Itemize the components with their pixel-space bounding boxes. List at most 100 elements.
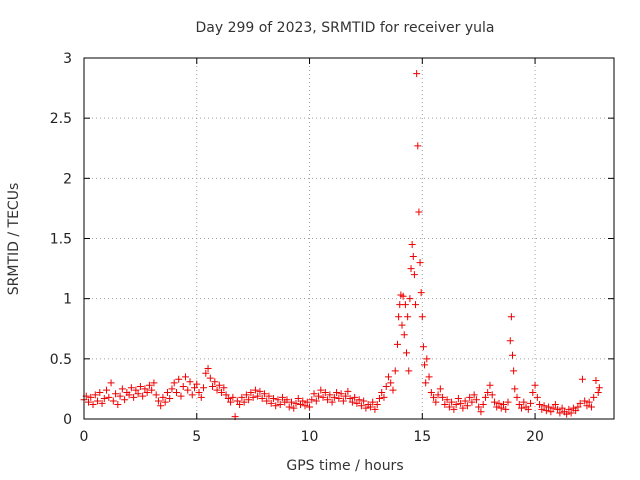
data-point [466, 393, 474, 401]
data-point [335, 395, 343, 403]
axis-ticks: 0 0.5 1 1.5 2 2.5 3 0 5 10 15 20 [50, 51, 614, 445]
data-point [303, 398, 311, 406]
data-point [413, 70, 421, 78]
data-point [488, 391, 496, 399]
data-point [410, 271, 418, 279]
data-point [242, 391, 250, 399]
x-tick-label: 20 [526, 429, 544, 445]
data-point [578, 375, 586, 383]
data-point [407, 265, 415, 273]
data-point [511, 385, 519, 393]
y-tick-label: 1.5 [50, 232, 72, 248]
data-point [103, 386, 111, 394]
data-point [130, 393, 138, 401]
data-point [348, 398, 356, 406]
data-point [184, 386, 192, 394]
data-point [247, 389, 255, 397]
y-tick-label: 0 [63, 412, 72, 428]
data-point [166, 395, 174, 403]
data-point [450, 405, 458, 413]
data-point [576, 399, 584, 407]
data-point [269, 395, 277, 403]
data-point [595, 384, 603, 392]
data-point [499, 401, 507, 409]
data-point [328, 398, 336, 406]
data-point [587, 403, 595, 411]
data-point [400, 331, 408, 339]
data-point [193, 380, 201, 388]
data-point [238, 393, 246, 401]
data-point [285, 403, 293, 411]
data-point [538, 405, 546, 413]
data-point [213, 386, 221, 394]
data-point [520, 398, 528, 406]
data-point [481, 393, 489, 401]
x-tick-label: 5 [192, 429, 201, 445]
data-point [470, 391, 478, 399]
data-point [227, 398, 235, 406]
data-point [222, 391, 230, 399]
x-tick-label: 0 [80, 429, 89, 445]
data-point [423, 355, 431, 363]
data-point [509, 351, 517, 359]
data-point [170, 379, 178, 387]
data-point [136, 383, 144, 391]
data-point [339, 397, 347, 405]
data-point [549, 404, 557, 412]
data-point [114, 401, 122, 409]
data-point [179, 383, 187, 391]
data-point [168, 385, 176, 393]
data-point [112, 390, 120, 398]
data-point [425, 373, 433, 381]
data-point [236, 401, 244, 409]
data-point [177, 392, 185, 400]
data-point [96, 389, 104, 397]
data-point [143, 389, 151, 397]
data-point [346, 395, 354, 403]
data-point [581, 397, 589, 405]
data-point [540, 402, 548, 410]
data-point [157, 402, 165, 410]
data-point [371, 405, 379, 413]
data-point [513, 393, 521, 401]
data-point [100, 395, 108, 403]
data-point [148, 386, 156, 394]
x-tick-label: 15 [413, 429, 431, 445]
data-point [353, 399, 361, 407]
data-point [401, 301, 409, 309]
data-point [554, 405, 562, 413]
plot-frame [83, 57, 615, 420]
data-point [594, 389, 602, 397]
data-point [443, 396, 451, 404]
data-point [145, 381, 153, 389]
data-point [399, 292, 407, 300]
data-point [287, 398, 295, 406]
data-point [583, 402, 591, 410]
data-point [195, 389, 203, 397]
data-point [317, 386, 325, 394]
data-point [240, 398, 248, 406]
data-point [493, 403, 501, 411]
data-point [245, 396, 253, 404]
data-point [312, 397, 320, 405]
data-point [461, 397, 469, 405]
data-point [319, 393, 327, 401]
data-point [518, 404, 526, 412]
data-point [585, 398, 593, 406]
data-point [362, 404, 370, 412]
data-point [125, 391, 133, 399]
data-point [454, 395, 462, 403]
data-point [321, 389, 329, 397]
data-point [224, 395, 232, 403]
y-tick-label: 2 [63, 171, 72, 187]
data-point [118, 385, 126, 393]
data-point [436, 385, 444, 393]
data-point [398, 321, 406, 329]
data-point [278, 393, 286, 401]
data-point [218, 389, 226, 397]
data-point [531, 381, 539, 389]
data-point [574, 403, 582, 411]
data-point [215, 381, 223, 389]
data-point [258, 395, 266, 403]
data-point [330, 393, 338, 401]
